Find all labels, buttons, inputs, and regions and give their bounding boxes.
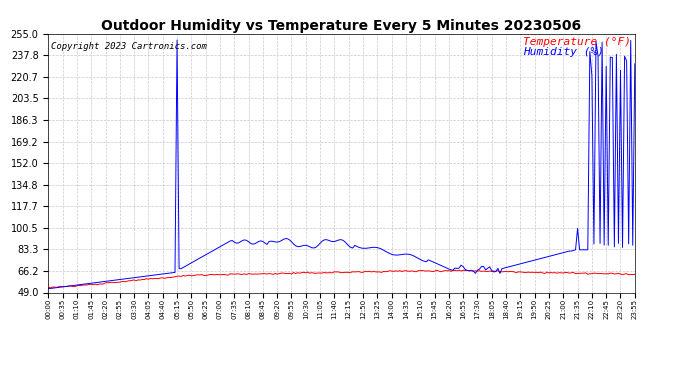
Text: Copyright 2023 Cartronics.com: Copyright 2023 Cartronics.com <box>51 42 207 51</box>
Legend: Temperature (°F), Humidity (%): Temperature (°F), Humidity (%) <box>524 37 631 57</box>
Title: Outdoor Humidity vs Temperature Every 5 Minutes 20230506: Outdoor Humidity vs Temperature Every 5 … <box>101 19 582 33</box>
